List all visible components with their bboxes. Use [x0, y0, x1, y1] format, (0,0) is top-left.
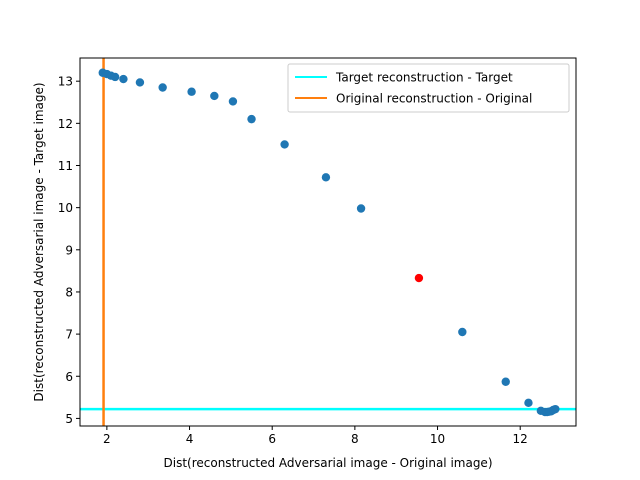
- plot-frame: [79, 57, 577, 427]
- reference-lines: [80, 58, 576, 426]
- data-point: [135, 78, 145, 87]
- data-point: [321, 173, 331, 182]
- y-tick-label: 11: [58, 159, 73, 173]
- data-point: [110, 72, 120, 82]
- y-tick-label: 13: [58, 75, 73, 89]
- data-point: [228, 97, 238, 106]
- y-tick-label: 5: [65, 412, 73, 426]
- y-tick-label: 10: [58, 201, 73, 215]
- y-tick-label: 12: [58, 117, 73, 131]
- data-point: [501, 377, 510, 386]
- data-point: [280, 140, 289, 149]
- x-axis-ticks: 2 4 6 8 10 12: [103, 426, 528, 446]
- data-point: [458, 327, 467, 337]
- x-tick-label: 6: [268, 432, 276, 446]
- x-tick-label: 8: [351, 432, 359, 446]
- y-tick-label: 7: [65, 328, 73, 342]
- data-point: [551, 404, 560, 414]
- y-axis-label: Dist(reconstructed Adversarial image - T…: [32, 82, 46, 401]
- data-point: [119, 74, 128, 84]
- y-tick-label: 6: [65, 370, 73, 384]
- data-point: [158, 83, 167, 92]
- data-point: [247, 114, 256, 124]
- x-axis-label: Dist(reconstructed Adversarial image - O…: [164, 456, 493, 470]
- data-point: [356, 204, 366, 213]
- legend-label-original: Original reconstruction - Original: [336, 92, 532, 106]
- x-tick-label: 10: [430, 432, 445, 446]
- x-tick-label: 4: [186, 432, 194, 446]
- y-axis-ticks: 5 6 7 8 9 10 11 12 13: [58, 75, 80, 426]
- data-point: [187, 87, 196, 96]
- legend: Target reconstruction - Target Original …: [287, 63, 570, 113]
- x-tick-label: 12: [513, 432, 528, 446]
- data-point: [524, 398, 533, 408]
- highlighted-point: [414, 273, 424, 283]
- x-tick-label: 2: [103, 432, 111, 446]
- data-points: [98, 68, 560, 417]
- data-point: [210, 91, 219, 101]
- legend-label-target: Target reconstruction - Target: [335, 71, 513, 85]
- y-tick-label: 9: [65, 243, 73, 257]
- legend-box: [287, 63, 570, 113]
- y-tick-label: 8: [65, 285, 73, 299]
